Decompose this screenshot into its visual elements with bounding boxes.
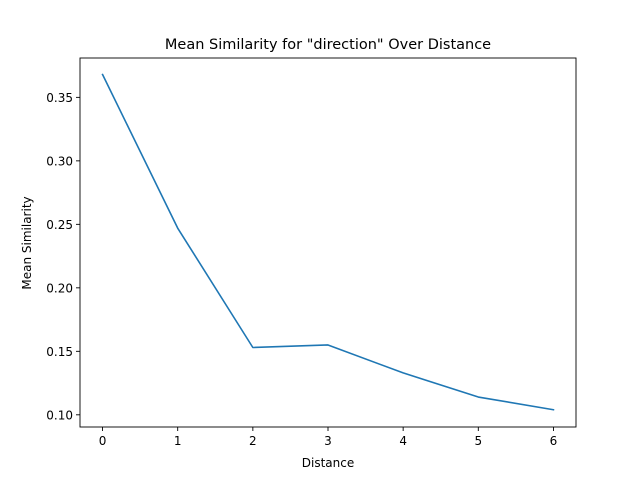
- plot-frame: [79, 57, 577, 428]
- chart-title: Mean Similarity for "direction" Over Dis…: [165, 37, 491, 53]
- y-axis-label: Mean Similarity: [20, 196, 34, 289]
- x-tick-label: 2: [249, 434, 257, 448]
- y-tick-label: 0.25: [46, 218, 73, 232]
- y-tick-label: 0.20: [46, 281, 73, 295]
- y-tick-label: 0.10: [46, 408, 73, 422]
- y-tick-label: 0.35: [46, 91, 73, 105]
- plot-area: 0 1 2 3 4 5 6 0.10 0.15 0.20 0.25 0.30 0.35: [46, 57, 577, 448]
- x-tick-label: 3: [324, 434, 332, 448]
- x-tick-label: 1: [174, 434, 182, 448]
- x-tick-label: 0: [99, 434, 107, 448]
- x-tick-label: 5: [474, 434, 482, 448]
- x-tick-label: 4: [399, 434, 407, 448]
- x-tick-label: 6: [550, 434, 558, 448]
- series-line: [101, 73, 555, 411]
- y-tick-label: 0.15: [46, 345, 73, 359]
- x-axis-label: Distance: [302, 456, 354, 470]
- y-tick-label: 0.30: [46, 154, 73, 168]
